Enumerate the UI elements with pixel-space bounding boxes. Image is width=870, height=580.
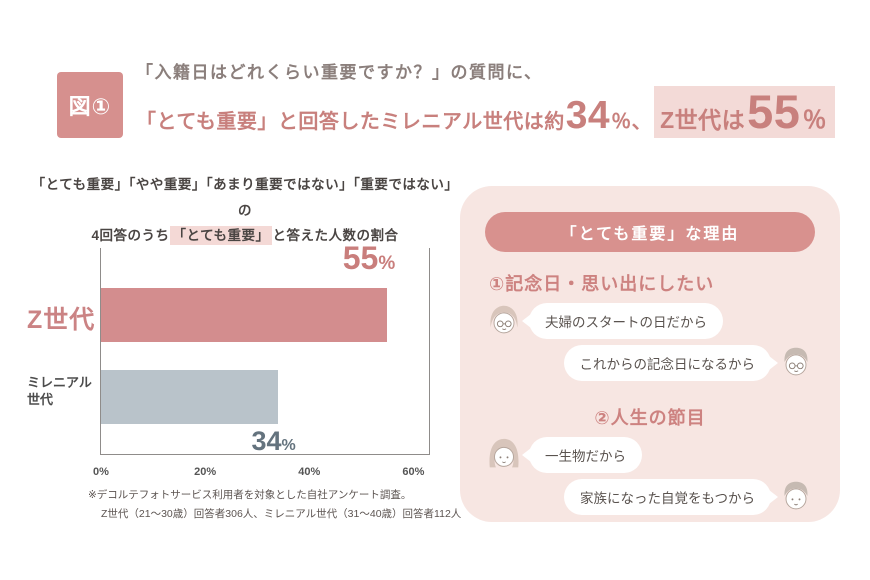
category-label-millennial: ミレニアル世代 [27, 375, 92, 407]
x-tick-40: 40% [298, 466, 321, 478]
reason-bubble: 家族になった自覚をもつから [564, 479, 771, 515]
header-result: 「とても重要」と回答したミレニアル世代は約 34 ％ 、 Z世代は 55 ％ [136, 86, 835, 138]
chart-plot-area: 55% 34% Z世代 ミレニアル世代 0% 20% 40% 60% [27, 242, 430, 478]
bar-millennial [101, 370, 279, 424]
reason-bubble: 夫婦のスタートの日だから [529, 303, 723, 339]
figure-number-badge: 図① [57, 72, 123, 138]
bar-chart: 55% 34% Z世代 ミレニアル世代 0% 20% 40% 60% [27, 242, 430, 478]
x-tick-60: 60% [402, 466, 425, 478]
chart-title-highlight: 「とても重要」 [169, 226, 273, 246]
x-tick-0: 0% [93, 466, 109, 478]
value-label-millennial: 34% [251, 428, 295, 455]
reason-bubble: 一生物だから [529, 437, 642, 473]
header-result-pre: 「とても重要」と回答したミレニアル世代は約 [136, 111, 565, 133]
x-tick-20: 20% [194, 466, 217, 478]
footnote-line2: Z世代（21〜30歳）回答者306人、ミレニアル世代（31〜40歳）回答者112… [101, 507, 462, 520]
chart-title: 「とても重要」「やや重要」「あまり重要ではない」「重要ではない」の 4回答のうち… [30, 172, 460, 249]
bubble-row: 家族になった自覚をもつから [485, 478, 815, 516]
bar-gen-z [101, 288, 388, 342]
reason-heading-2: ②人生の節目 [594, 408, 706, 428]
header-comma: 、 [631, 111, 653, 133]
bubble-row: これからの記念日になるから [485, 344, 815, 382]
footnote-line1: ※デコルテフォトサービス利用者を対象とした自社アンケート調査。 [88, 489, 412, 501]
reason-bubble: これからの記念日になるから [563, 345, 771, 381]
genz-label: Z世代は [660, 107, 746, 133]
genz-highlight: Z世代は 55 ％ [654, 86, 835, 138]
man-glasses-avatar-icon [777, 344, 815, 382]
chart-title-line2-post: と答えた人数の割合 [272, 228, 399, 244]
woman-glasses-avatar-icon [485, 302, 523, 340]
header-question: 「入籍日はどれくらい重要ですか？」の質問に、 [136, 63, 543, 82]
man-avatar-icon [777, 478, 815, 516]
chart-title-line2-pre: 4回答のうち [91, 228, 170, 244]
value-gen-z: 55 [342, 240, 379, 276]
millennial-percent-sign: ％ [611, 111, 632, 133]
value-millennial-suffix: % [281, 437, 296, 454]
survey-footnote: ※デコルテフォトサービス利用者を対象とした自社アンケート調査。 Z世代（21〜3… [88, 486, 461, 524]
bubble-row: 夫婦のスタートの日だから [485, 302, 815, 340]
genz-percent-value: 55 [747, 85, 801, 138]
category-label-gen-z: Z世代 [27, 306, 96, 334]
reason-heading-1: ①記念日・思い出にしたい [489, 274, 715, 294]
value-label-gen-z: 55% [343, 242, 396, 274]
value-millennial: 34 [251, 426, 282, 456]
millennial-percent-value: 34 [565, 94, 611, 137]
woman-avatar-icon [485, 436, 523, 474]
header-text: 「入籍日はどれくらい重要ですか？」の質問に、 「とても重要」と回答したミレニアル… [136, 58, 835, 138]
figure-header: 図① 「入籍日はどれくらい重要ですか？」の質問に、 「とても重要」と回答したミレ… [57, 58, 835, 138]
reasons-card: 「とても重要」な理由 ①記念日・思い出にしたい 夫婦のスタートの日だから これか… [460, 186, 840, 522]
reasons-card-title-pill: 「とても重要」な理由 [485, 212, 815, 252]
genz-percent-sign: ％ [802, 107, 827, 134]
bubble-row: 一生物だから [485, 436, 815, 474]
chart-title-line1: 「とても重要」「やや重要」「あまり重要ではない」「重要ではない」の [31, 177, 459, 218]
value-gen-z-suffix: % [378, 253, 396, 274]
